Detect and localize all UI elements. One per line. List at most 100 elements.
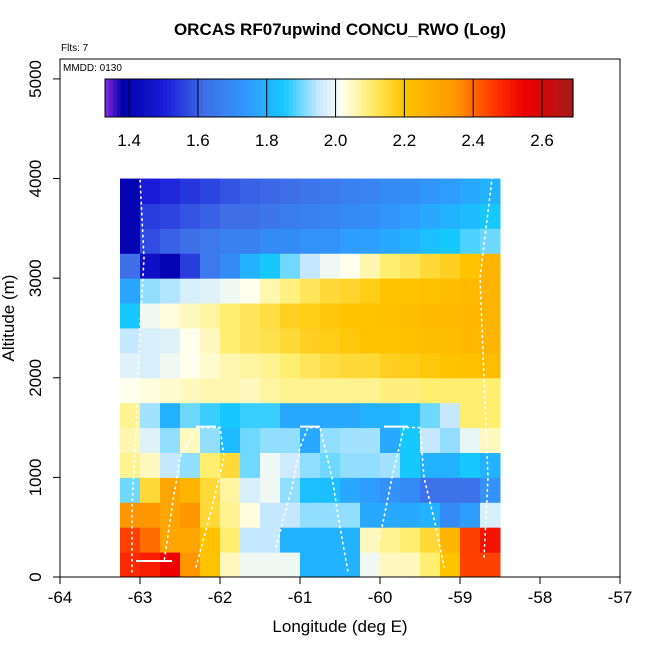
colorbar-segment: [190, 79, 196, 117]
heatmap-cell: [260, 477, 281, 503]
heatmap-cell: [280, 178, 301, 204]
heatmap-cell: [400, 502, 421, 528]
heatmap-cell: [340, 228, 361, 254]
heatmap-cell: [160, 452, 181, 478]
heatmap-cell: [400, 203, 421, 229]
heatmap-cell: [220, 327, 241, 354]
heatmap-cell: [360, 303, 381, 329]
heatmap-cell: [260, 402, 281, 429]
heatmap-cell: [380, 552, 401, 578]
heatmap-cell: [340, 427, 361, 453]
heatmap-cell: [240, 228, 261, 254]
heatmap-cell: [400, 527, 421, 553]
heatmap-cell: [420, 228, 441, 254]
y-tick-label: 3000: [26, 259, 45, 297]
heatmap-cell: [340, 552, 361, 578]
heatmap-cell: [380, 427, 401, 453]
heatmap-cell: [140, 377, 161, 404]
colorbar-segment: [514, 79, 519, 117]
colorbar-segment: [346, 79, 352, 117]
heatmap-cell: [120, 502, 141, 528]
heatmap-cell: [300, 278, 321, 304]
heatmap-cell: [360, 203, 381, 229]
heatmap-cell: [140, 278, 161, 304]
heatmap-cell: [180, 402, 201, 429]
heatmap-cell: [120, 527, 141, 553]
colorbar-tick-label: 2.0: [324, 131, 348, 150]
heatmap-cell: [340, 352, 361, 379]
heatmap-cell: [300, 477, 321, 503]
heatmap-cell: [460, 402, 481, 429]
heatmap-cell: [220, 527, 241, 553]
colorbar-tick-label: 2.4: [461, 131, 485, 150]
heatmap-cell: [300, 178, 321, 204]
colorbar-segment: [128, 79, 133, 117]
colorbar-segment: [268, 79, 274, 117]
colorbar-segment: [319, 79, 324, 117]
heatmap-cell: [380, 477, 401, 503]
heatmap-cell: [220, 278, 241, 304]
colorbar: 1.4 1.6 1.8 2.0 2.2 2.4 2.6: [104, 78, 574, 150]
heatmap-cell: [400, 452, 421, 478]
heatmap-cell: [320, 327, 341, 354]
heatmap-cell: [140, 527, 161, 553]
colorbar-segment: [140, 79, 145, 117]
heatmap-cell: [340, 203, 361, 229]
colorbar-segment: [436, 79, 441, 117]
heatmap-cell: [360, 552, 381, 578]
heatmap-cell: [440, 477, 461, 503]
colorbar-segment: [409, 79, 414, 117]
heatmap-cell: [360, 178, 381, 204]
colorbar-segment: [393, 79, 399, 117]
colorbar-segment: [218, 79, 223, 117]
heatmap-cell: [200, 452, 221, 478]
heatmap-cell: [320, 552, 341, 578]
heatmap-cell: [280, 303, 301, 329]
heatmap-cell: [240, 178, 261, 204]
heatmap-cell: [400, 552, 421, 578]
heatmap-cell: [380, 352, 401, 379]
colorbar-segment: [327, 79, 332, 117]
colorbar-segment: [541, 79, 547, 117]
heatmap-cell: [360, 278, 381, 304]
heatmap-cell: [240, 402, 261, 429]
heatmap-cell: [480, 377, 501, 404]
colorbar-segment: [534, 79, 539, 117]
colorbar-segment: [144, 79, 149, 117]
heatmap-cell: [340, 402, 361, 429]
heatmap-cell: [220, 452, 241, 478]
heatmap-cell: [320, 527, 341, 553]
colorbar-tick-label: 1.8: [255, 131, 279, 150]
colorbar-segment: [194, 79, 200, 117]
colorbar-segment: [315, 79, 321, 117]
colorbar-segment: [420, 79, 426, 117]
heatmap-cell: [440, 203, 461, 229]
colorbar-segment: [253, 79, 258, 117]
heatmap-cell: [180, 427, 201, 453]
heatmap-cell: [320, 402, 341, 429]
heatmap-cell: [380, 502, 401, 528]
heatmap-cell: [280, 477, 301, 503]
colorbar-segment: [467, 79, 473, 117]
heatmap-cell: [280, 552, 301, 578]
heatmap-cell: [160, 377, 181, 404]
heatmap-cell: [420, 303, 441, 329]
heatmap-cell: [160, 352, 181, 379]
heatmap-cell: [140, 303, 161, 329]
x-tick-label: -64: [48, 588, 73, 607]
colorbar-segment: [487, 79, 492, 117]
colorbar-segment: [452, 79, 457, 117]
heatmap-cell: [460, 228, 481, 254]
colorbar-segment: [233, 79, 239, 117]
heatmap-cell: [300, 228, 321, 254]
heatmap-cell: [120, 402, 141, 429]
heatmap-cell: [440, 278, 461, 304]
heatmap-cell: [260, 377, 281, 404]
heatmap-cell: [180, 552, 201, 578]
heatmap-cell: [420, 327, 441, 354]
heatmap-cell: [160, 178, 181, 204]
colorbar-segment: [159, 79, 165, 117]
heatmap-cell: [440, 178, 461, 204]
colorbar-segment: [272, 79, 278, 117]
heatmap-cell: [180, 327, 201, 354]
